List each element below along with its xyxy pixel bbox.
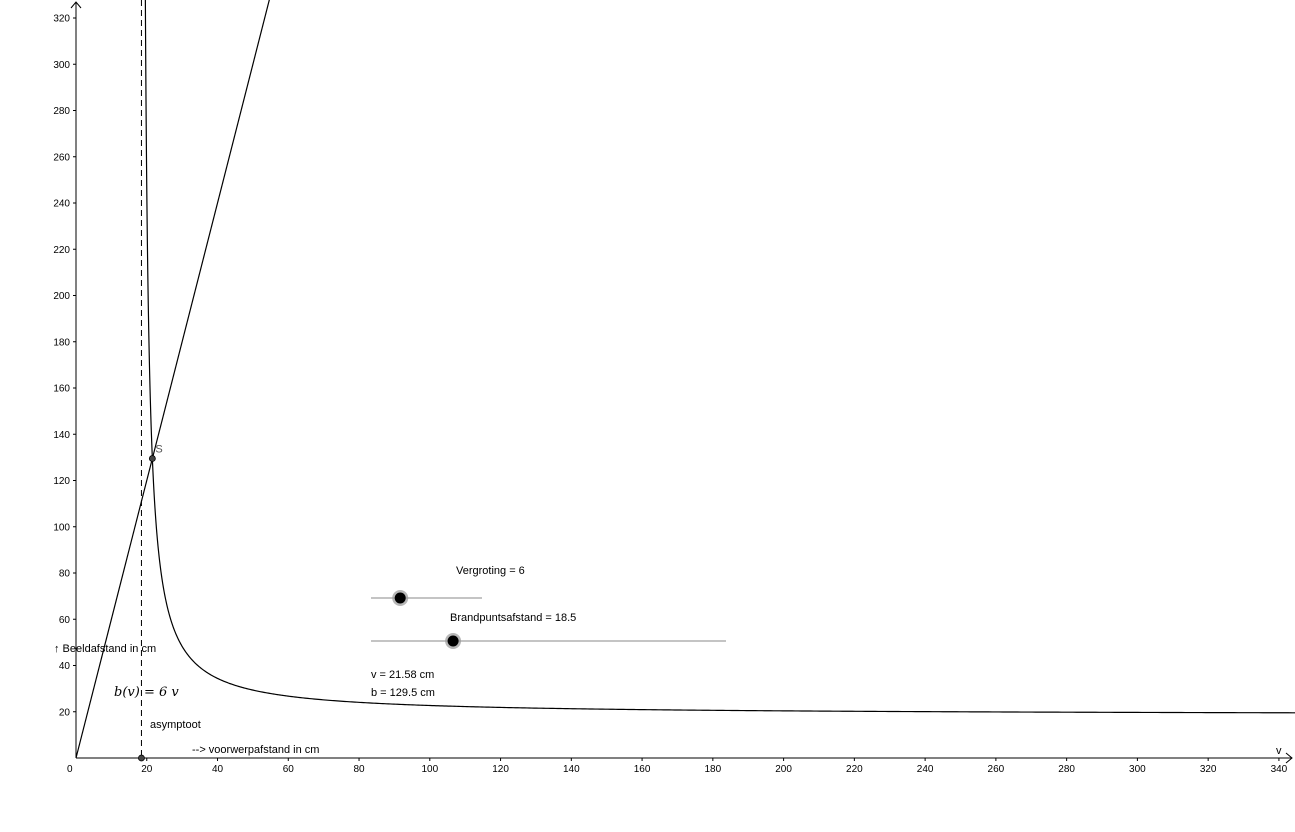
x-tick-label: 240: [917, 764, 934, 775]
y-tick-label: 140: [53, 430, 70, 441]
lens-formula-curve[interactable]: [143, 0, 1295, 714]
y-tick-label: 240: [53, 199, 70, 210]
x-tick-label: 0: [67, 764, 73, 775]
y-axis-arrow: [70, 1, 82, 9]
slider-brandpuntsafstand-knob-core[interactable]: [447, 635, 459, 647]
x-tick-label: 280: [1058, 764, 1075, 775]
y-tick-label: 280: [53, 106, 70, 117]
x-tick-group: 0 20 40 60 80 100 120 140 160 180 200 220 240 260 280 3…: [67, 758, 1288, 775]
readout-b: b = 129.5 cm: [371, 687, 435, 699]
x-tick-label: 200: [775, 764, 792, 775]
slider-vergroting[interactable]: Vergroting = 6: [371, 565, 525, 606]
y-tick-label: 200: [53, 291, 70, 302]
x-tick-label: 300: [1129, 764, 1146, 775]
x-tick-label: 320: [1200, 764, 1217, 775]
x-axis-name: v: [1276, 745, 1282, 757]
y-tick-label: 260: [53, 152, 70, 163]
focus-point[interactable]: [138, 754, 145, 762]
slider-vergroting-knob-core[interactable]: [394, 592, 406, 604]
x-tick-label: 40: [212, 764, 224, 775]
x-tick-label: 220: [846, 764, 863, 775]
x-tick-label: 180: [704, 764, 721, 775]
y-tick-label: 300: [53, 60, 70, 71]
asymptote-label: asymptoot: [150, 719, 201, 731]
slider-brandpuntsafstand[interactable]: Brandpuntsafstand = 18.5: [371, 612, 726, 649]
intersection-point-s[interactable]: [148, 455, 156, 462]
x-tick-label: 340: [1271, 764, 1288, 775]
readout-v: v = 21.58 cm: [371, 669, 434, 681]
x-tick-label: 120: [492, 764, 509, 775]
x-axis-arrow: [1285, 752, 1293, 764]
slider-vergroting-label: Vergroting = 6: [456, 565, 525, 577]
y-tick-label: 320: [53, 14, 70, 25]
x-tick-label: 260: [988, 764, 1005, 775]
y-tick-label: 20: [59, 707, 71, 718]
y-tick-label: 220: [53, 245, 70, 256]
y-tick-label: 180: [53, 337, 70, 348]
x-tick-label: 100: [421, 764, 438, 775]
x-axis-caption: --> voorwerpafstand in cm: [192, 744, 319, 756]
x-tick-label: 20: [141, 764, 153, 775]
slider-brandpuntsafstand-label: Brandpuntsafstand = 18.5: [450, 612, 576, 624]
x-tick-label: 60: [283, 764, 295, 775]
y-tick-label: 40: [59, 661, 71, 672]
x-tick-label: 160: [634, 764, 651, 775]
magnification-line[interactable]: [76, 0, 276, 759]
y-tick-label: 120: [53, 476, 70, 487]
plot-area: [76, 0, 1295, 759]
line-equation-label: b(v) = 6 v: [114, 685, 179, 700]
axes: [70, 1, 1293, 764]
x-tick-label: 80: [353, 764, 365, 775]
y-tick-label: 100: [53, 522, 70, 533]
x-tick-label: 140: [563, 764, 580, 775]
point-s-label: S: [155, 444, 162, 456]
y-tick-label: 160: [53, 384, 70, 395]
y-tick-group: 20 40 60 80 100 120 140 160 180 200 220 240 260 280 30…: [53, 14, 76, 718]
y-tick-label: 80: [59, 569, 71, 580]
y-axis-caption: ↑ Beeldafstand in cm: [54, 643, 156, 655]
y-tick-label: 60: [59, 615, 71, 626]
